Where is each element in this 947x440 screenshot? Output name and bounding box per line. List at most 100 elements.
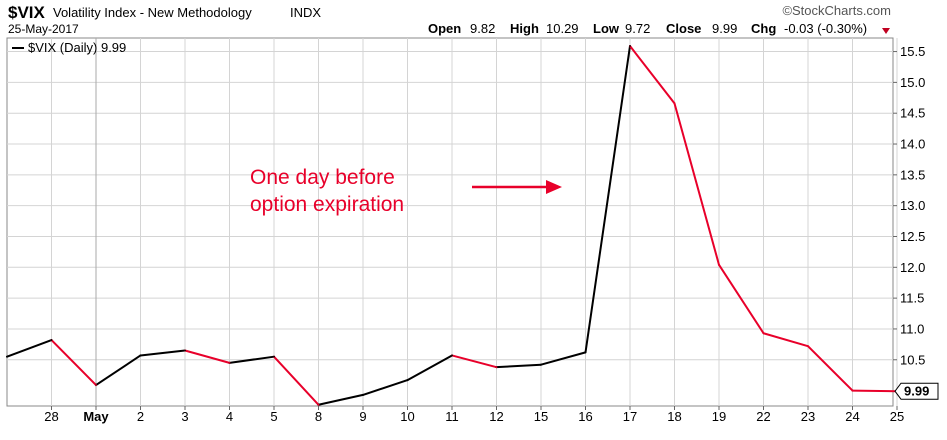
data-point	[317, 403, 320, 406]
ohlc-readout: Open 9.82 High 10.29 Low 9.72 Close 9.99…	[428, 21, 890, 36]
x-tick-label: 10	[400, 409, 414, 424]
annotation: One day before option expiration	[250, 166, 562, 216]
annotation-line-1: One day before	[250, 166, 395, 189]
x-tick-label: 23	[801, 409, 815, 424]
y-axis: 10.5 11.0 11.5 12.0 12.5 13.0 13.5 14.0 14.5 15.0…	[893, 44, 925, 367]
chart-symbol: $VIX	[8, 3, 46, 22]
line-segment	[406, 354, 453, 382]
data-point	[184, 349, 186, 352]
y-tick-label: 13.0	[900, 198, 925, 213]
data-point	[95, 384, 97, 386]
x-tick-label: 2	[137, 409, 144, 424]
line-segment	[6, 339, 53, 358]
y-tick-label: 15.5	[900, 44, 925, 59]
line-segment	[807, 345, 854, 392]
line-segment	[317, 393, 364, 406]
y-tick-label: 14.0	[900, 137, 925, 152]
x-tick-label: 28	[44, 409, 58, 424]
legend: $VIX (Daily) 9.99	[12, 40, 126, 55]
x-tick-label: 4	[226, 409, 233, 424]
high-label: High	[510, 21, 539, 36]
last-value-tag: 9.99	[894, 382, 939, 400]
data-point	[584, 351, 587, 354]
x-tick-label: 5	[270, 409, 277, 424]
x-tick-label: 9	[359, 409, 366, 424]
line-segment	[50, 339, 97, 387]
chart-name: Volatility Index - New Methodology	[53, 5, 252, 20]
x-tick-label: 12	[489, 409, 503, 424]
data-point	[495, 366, 498, 369]
data-point	[228, 361, 231, 364]
y-tick-label: 11.5	[900, 291, 924, 306]
line-segment	[495, 363, 542, 369]
line-segment	[851, 389, 898, 393]
data-point	[406, 379, 409, 382]
line-segment	[718, 263, 765, 335]
chart-exchange: INDX	[290, 5, 321, 20]
grid	[7, 38, 898, 406]
data-point	[851, 389, 854, 392]
legend-text: $VIX (Daily) 9.99	[28, 40, 126, 55]
x-tick-label: May	[83, 409, 109, 424]
line-segment	[273, 355, 320, 406]
chg-value: -0.03 (-0.30%)	[784, 21, 867, 36]
data-point	[762, 332, 765, 335]
line-segment	[584, 45, 631, 354]
y-tick-label: 11.0	[900, 321, 924, 336]
y-tick-label: 13.5	[900, 167, 925, 182]
data-point	[673, 102, 676, 105]
last-value-tag-shape	[894, 382, 939, 400]
price-line	[6, 45, 898, 406]
y-tick-label: 10.5	[900, 352, 925, 367]
x-tick-label: 22	[756, 409, 770, 424]
x-tick-label: 16	[578, 409, 592, 424]
line-segment	[540, 351, 587, 366]
line-segment	[228, 355, 275, 364]
close-value: 9.99	[712, 21, 737, 36]
x-tick-label: 3	[181, 409, 188, 424]
chart-date: 25-May-2017	[8, 22, 79, 36]
x-tick-label: 25	[890, 409, 904, 424]
y-tick-label: 15.0	[900, 75, 925, 90]
x-tick-label: 15	[534, 409, 548, 424]
annotation-arrow-head	[546, 180, 562, 194]
down-triangle-icon	[882, 28, 890, 34]
data-point	[6, 355, 8, 358]
x-tick-label: 19	[712, 409, 726, 424]
data-point	[50, 339, 53, 341]
plot-frame	[6, 37, 894, 407]
line-segment	[451, 354, 498, 369]
annotation-line-2: option expiration	[250, 193, 404, 216]
x-tick-label: 18	[667, 409, 681, 424]
y-tick-label: 14.5	[900, 106, 925, 121]
line-segment	[673, 102, 720, 266]
data-point	[362, 394, 364, 396]
line-segment	[95, 354, 142, 387]
y-tick-label: 12.0	[900, 260, 925, 275]
open-value: 9.82	[470, 21, 495, 36]
chg-label: Chg	[751, 21, 776, 36]
line-segment	[629, 45, 676, 105]
data-point	[629, 45, 631, 47]
y-tick-label: 12.5	[900, 229, 925, 244]
x-axis: 28 May 2 3 4 5 8 9 10 11 12 15 16 17 18 19 22 23 24 25	[44, 406, 904, 424]
data-point	[273, 355, 275, 358]
x-tick-label: 8	[315, 409, 322, 424]
low-label: Low	[593, 21, 620, 36]
x-tick-label: 24	[845, 409, 859, 424]
data-point	[139, 354, 142, 357]
data-point	[807, 345, 809, 348]
x-tick-label: 17	[623, 409, 637, 424]
close-label: Close	[666, 21, 701, 36]
data-point	[451, 354, 453, 357]
watermark: ©StockCharts.com	[782, 3, 891, 18]
high-value: 10.29	[546, 21, 579, 36]
x-tick-label: 11	[445, 409, 459, 424]
line-segment	[139, 349, 186, 357]
line-segment	[184, 349, 231, 364]
line-segment	[762, 332, 809, 348]
data-point	[718, 263, 720, 266]
open-label: Open	[428, 21, 461, 36]
low-value: 9.72	[625, 21, 650, 36]
